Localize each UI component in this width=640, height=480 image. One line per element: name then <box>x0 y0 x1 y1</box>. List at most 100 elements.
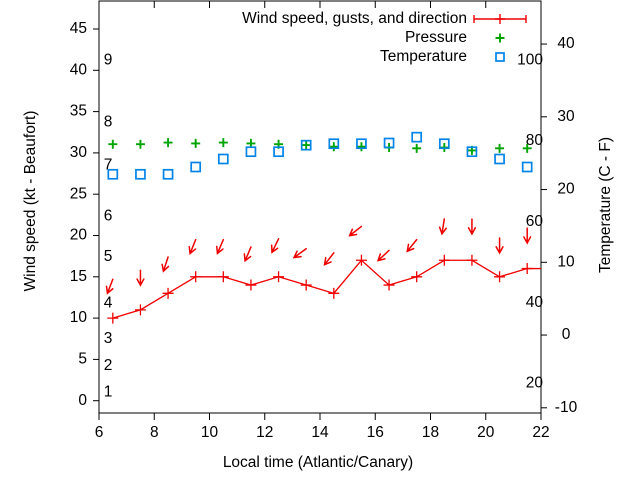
gust-direction-arrow <box>188 238 197 255</box>
y-right-tick-label: 30 <box>557 108 575 125</box>
temperature-point <box>273 146 284 158</box>
gust-direction-arrow <box>136 269 145 287</box>
gust-direction-arrow <box>292 247 307 259</box>
legend-label: Pressure <box>405 29 467 46</box>
beaufort-scale-label: 8 <box>104 113 113 130</box>
pressure-point <box>329 142 339 152</box>
wind-point-marker <box>300 279 312 291</box>
beaufort-scale-label: 6 <box>104 208 113 225</box>
x-tick-label: 14 <box>311 424 329 441</box>
y-left-tick-label: 45 <box>70 20 87 37</box>
temperature-point <box>466 146 478 158</box>
temperature-point <box>217 153 229 165</box>
y-left-tick-label: 5 <box>78 350 87 367</box>
wind-point-marker <box>217 271 229 283</box>
wind-point-marker <box>107 312 119 324</box>
wind-point-marker <box>411 271 423 283</box>
gust-direction-arrow <box>376 249 390 262</box>
plot-border <box>98 0 542 414</box>
gust-direction-arrow <box>105 278 114 295</box>
beaufort-scale-label: 2 <box>104 357 113 374</box>
y-right-tick-label: 20 <box>557 181 575 198</box>
beaufort-scale-label: 5 <box>104 248 113 265</box>
x-tick-label: 12 <box>256 424 273 441</box>
gust-direction-arrow <box>270 238 280 254</box>
x-tick-label: 10 <box>201 424 219 441</box>
y-left-tick-label: 30 <box>70 144 88 161</box>
wind-point-marker <box>245 279 257 291</box>
wind-point-marker <box>190 271 202 283</box>
y-left-tick-label: 0 <box>78 392 87 409</box>
pressure-point <box>108 139 118 149</box>
pressure-point <box>163 138 173 148</box>
y-right-tick-label: 40 <box>557 35 575 52</box>
beaufort-scale-label: 7 <box>104 156 113 173</box>
beaufort-scale-label: 9 <box>104 51 113 68</box>
x-tick-label: 20 <box>477 424 495 441</box>
temperature-point <box>107 168 119 180</box>
pressure-point <box>522 143 532 153</box>
pressure-point <box>218 138 228 148</box>
temperature-point <box>135 168 146 180</box>
pressure-point <box>356 142 366 152</box>
temperature-point <box>438 138 450 150</box>
fahrenheit-scale-label: 40 <box>526 294 544 311</box>
temperature-point <box>494 153 505 165</box>
legend-label: Wind speed, gusts, and direction <box>242 10 467 27</box>
gust-direction-arrow <box>438 218 447 236</box>
temperature-point <box>190 161 202 173</box>
pressure-point <box>495 143 505 153</box>
fahrenheit-scale-label: 100 <box>517 51 543 68</box>
temperature-point <box>328 138 340 150</box>
right-axis-title: Temperature (C - F) <box>597 137 614 273</box>
wind-point-marker <box>273 271 285 283</box>
legend-label: Temperature <box>380 48 467 65</box>
wind-point-marker <box>466 254 478 266</box>
wind-point-marker <box>162 287 174 299</box>
gust-direction-arrow <box>161 256 170 273</box>
y-left-tick-label: 15 <box>70 268 87 285</box>
pressure-point <box>412 143 422 153</box>
gust-direction-arrow <box>495 237 504 255</box>
wind-point-marker <box>494 271 506 283</box>
temperature-point <box>245 146 257 158</box>
beaufort-scale-label: 3 <box>104 330 113 347</box>
gust-direction-arrow <box>523 227 532 245</box>
temperature-point <box>162 168 174 180</box>
x-axis-title: Local time (Atlantic/Canary) <box>223 454 413 471</box>
temperature-point <box>300 139 312 151</box>
y-left-tick-label: 25 <box>70 185 87 202</box>
temperature-point <box>411 131 423 143</box>
gust-direction-arrow <box>467 218 477 236</box>
wind-point-marker <box>438 254 450 266</box>
fahrenheit-scale-label: 60 <box>526 213 544 230</box>
wind-point-marker <box>134 304 146 316</box>
y-left-tick-label: 40 <box>70 61 88 78</box>
beaufort-scale-label: 1 <box>104 384 113 401</box>
pressure-point <box>135 139 145 149</box>
y-right-tick-label: 10 <box>557 253 575 270</box>
wind-point-marker <box>521 263 533 275</box>
x-tick-label: 18 <box>422 424 439 441</box>
y-left-tick-label: 10 <box>70 309 88 326</box>
gust-direction-arrow <box>243 246 252 263</box>
wind-point-marker <box>355 254 367 266</box>
y-right-tick-label: -10 <box>555 399 578 416</box>
wind-point-marker <box>328 287 340 299</box>
beaufort-scale-label: 4 <box>104 294 113 311</box>
y-left-tick-label: 20 <box>70 227 88 244</box>
y-right-tick-label: 0 <box>562 326 571 343</box>
pressure-point <box>301 140 311 150</box>
fahrenheit-scale-label: 20 <box>526 375 544 392</box>
x-tick-label: 8 <box>150 424 159 441</box>
x-tick-label: 22 <box>532 424 549 441</box>
legend-wind-sample-marker <box>495 14 505 24</box>
y-left-tick-label: 35 <box>70 103 87 120</box>
gust-direction-arrow <box>216 238 225 255</box>
gust-direction-arrow <box>323 252 335 266</box>
gust-direction-arrow <box>406 238 418 253</box>
temperature-point <box>356 138 367 150</box>
gust-direction-arrow <box>348 225 363 237</box>
